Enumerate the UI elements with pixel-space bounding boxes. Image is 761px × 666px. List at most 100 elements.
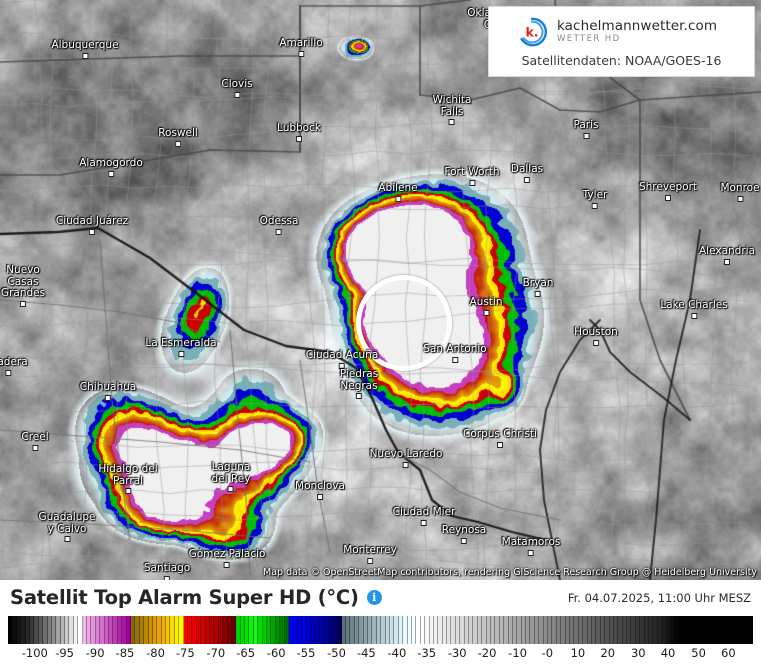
- legend-color-cell: [354, 616, 360, 644]
- legend-color-cell: [451, 616, 456, 644]
- legend-color-cell: [600, 616, 606, 644]
- legend-tick-label: 50: [691, 646, 706, 660]
- legend-color-cell: [21, 616, 26, 644]
- legend-color-cell: [223, 616, 228, 644]
- legend-color-cell: [508, 616, 513, 644]
- legend-color-cell: [179, 616, 184, 644]
- legend-color-cell: [139, 616, 145, 644]
- legend-color-cell: [29, 616, 35, 644]
- legend-color-cell: [376, 616, 382, 644]
- legend-color-cell: [591, 616, 597, 644]
- legend-color-cell: [381, 616, 386, 644]
- legend-color-cell: [425, 616, 430, 644]
- legend-color-cell: [319, 616, 325, 644]
- legend-color-cell: [587, 616, 592, 644]
- legend-color-cell: [170, 616, 175, 644]
- legend-color-cell: [188, 616, 193, 644]
- legend-color-cell: [372, 616, 377, 644]
- legend-tick-label: 30: [630, 646, 646, 660]
- legend-tick-label: -45: [356, 646, 376, 660]
- legend-color-cell: [65, 616, 70, 644]
- legend-color-cell: [310, 616, 316, 644]
- legend-color-cell: [482, 616, 487, 644]
- brand-logo-row: k. kachelmannwetter.com WETTER HD: [489, 15, 754, 47]
- legend-color-cell: [477, 616, 483, 644]
- legend-color-cell: [337, 616, 342, 644]
- legend-color-cell: [8, 616, 13, 644]
- legend-color-cell: [69, 616, 74, 644]
- legend-color-cell: [289, 616, 294, 644]
- legend-color-cell: [657, 616, 663, 644]
- legend-color-cell: [640, 616, 645, 644]
- legend-color-cell: [552, 616, 557, 644]
- legend-color-cell: [710, 616, 715, 644]
- legend-color-cell: [745, 616, 751, 644]
- info-icon[interactable]: i: [366, 590, 382, 605]
- legend-color-cell: [100, 616, 105, 644]
- legend-color-cell: [328, 616, 333, 644]
- legend-color-cell: [350, 616, 355, 644]
- legend-color-cell: [464, 616, 470, 644]
- legend-color-cell: [728, 616, 733, 644]
- legend-color-cell: [78, 616, 83, 644]
- legend-color-cell: [653, 616, 658, 644]
- legend-color-cell: [47, 616, 52, 644]
- legend-tick-label: -75: [175, 646, 195, 660]
- legend-color-cell: [271, 616, 276, 644]
- legend-color-cell: [420, 616, 426, 644]
- legend-tick-label: 20: [600, 646, 616, 660]
- legend-color-cell: [359, 616, 364, 644]
- legend-color-cell: [341, 616, 347, 644]
- legend-tick-label: -90: [85, 646, 105, 660]
- legend-color-cell: [486, 616, 491, 644]
- legend-color-cell: [697, 616, 702, 644]
- legend-color-cell: [249, 616, 254, 644]
- satellite-map[interactable]: Albuquerque Clovis Roswell Alamogordo Amaril…: [0, 0, 761, 580]
- page-title: Satellit Top Alarm Super HD (°C): [10, 586, 359, 609]
- legend-color-cell: [548, 616, 553, 644]
- legend-color-cell: [130, 616, 136, 644]
- legend-title-row: Satellit Top Alarm Super HD (°C) i Fr. 0…: [0, 580, 761, 612]
- legend-color-cell: [51, 616, 57, 644]
- legend-color-cell: [635, 616, 641, 644]
- legend-color-cell: [135, 616, 140, 644]
- legend-color-cell: [618, 616, 623, 644]
- legend-tick-label: -55: [296, 646, 316, 660]
- legend-tick-label: -100: [21, 646, 48, 660]
- legend-colorbar[interactable]: [8, 616, 753, 644]
- legend-color-cell: [649, 616, 654, 644]
- legend-color-cell: [530, 616, 535, 644]
- legend-color-cell: [205, 616, 210, 644]
- legend-color-cell: [719, 616, 724, 644]
- legend-color-cell: [161, 616, 167, 644]
- satellite-source-label: Satellitendaten: NOAA/GOES-16: [521, 53, 722, 68]
- legend-color-cell: [56, 616, 61, 644]
- legend-tick-label: -65: [236, 646, 256, 660]
- legend-color-cell: [706, 616, 711, 644]
- legend-color-cell: [104, 616, 109, 644]
- legend-color-cell: [394, 616, 399, 644]
- legend-color-cell: [196, 616, 202, 644]
- legend-color-cell: [447, 616, 452, 644]
- legend-tick-label: -0: [541, 646, 554, 660]
- legend-color-cell: [144, 616, 149, 644]
- legend-color-cell: [12, 616, 17, 644]
- legend-tick-label: -50: [327, 646, 346, 660]
- legend-color-cell: [473, 616, 478, 644]
- legend-color-cell: [297, 616, 303, 644]
- legend-color-cell: [280, 616, 285, 644]
- legend-color-cell: [433, 616, 439, 644]
- legend-color-cell: [622, 616, 628, 644]
- legend-tick-label: -20: [477, 646, 497, 660]
- legend-color-cell: [565, 616, 570, 644]
- legend-tick-label: -40: [387, 646, 407, 660]
- legend-color-cell: [95, 616, 101, 644]
- legend-tick-label: -80: [146, 646, 165, 660]
- legend-color-cell: [662, 616, 667, 644]
- legend-color-cell: [209, 616, 215, 644]
- legend-color-cell: [302, 616, 307, 644]
- legend-color-cell: [490, 616, 496, 644]
- legend-color-cell: [87, 616, 92, 644]
- legend-tick-labels: -100 -95 -90 -85 -80 -75 -70 -65 -60 -55 -50 -45 -40…: [8, 646, 753, 666]
- legend-color-cell: [732, 616, 737, 644]
